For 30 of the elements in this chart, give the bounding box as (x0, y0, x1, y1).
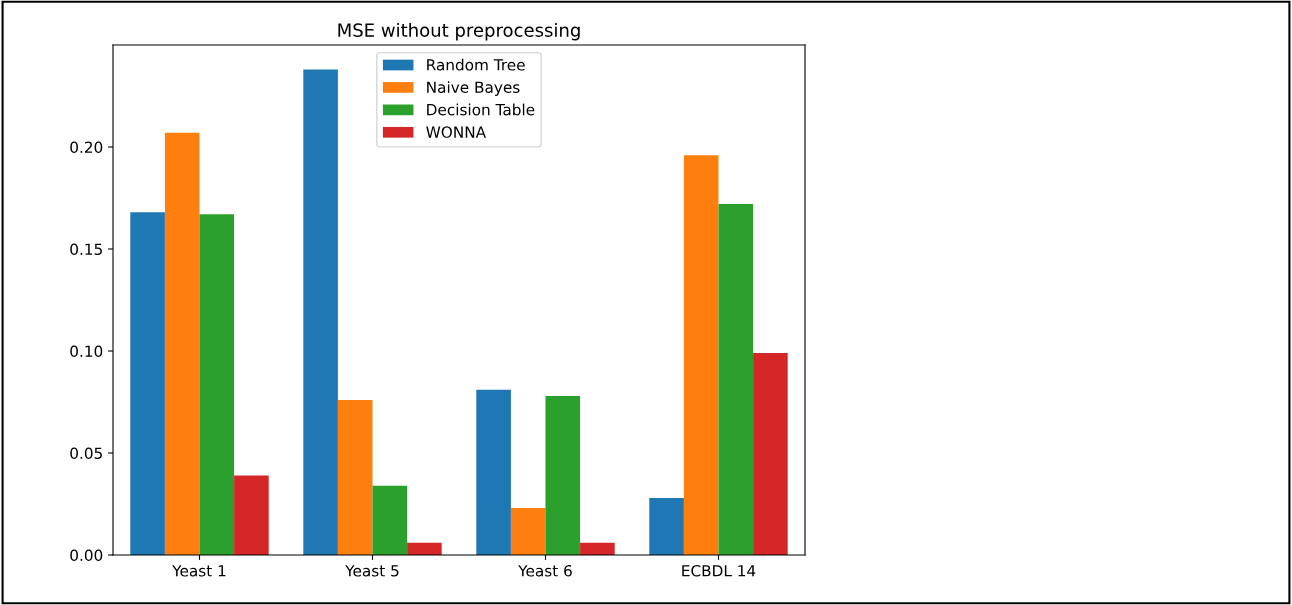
bar (580, 542, 615, 555)
chart-title: MSE without preprocessing (338, 22, 580, 41)
y-tick-label: 0.10 (70, 345, 103, 358)
bar (407, 542, 442, 555)
y-tick-label: 0.05 (70, 447, 102, 460)
bar (683, 155, 719, 555)
legend-label: Random Tree (427, 58, 525, 71)
legend-label: WONNA (426, 126, 486, 138)
x-tick-label: Yeast 1 (172, 565, 226, 577)
bar (130, 212, 165, 555)
bar (476, 389, 511, 555)
bar (303, 69, 338, 555)
y-tick-label: 0.00 (70, 549, 103, 562)
bar (718, 204, 754, 555)
legend-label: Naive Bayes (427, 81, 520, 96)
bar (199, 214, 235, 555)
y-tick-label: 0.20 (70, 141, 103, 154)
bar (649, 497, 684, 555)
bar (337, 399, 373, 555)
bar (234, 475, 269, 555)
bar (372, 485, 408, 555)
bar (510, 508, 546, 555)
y-tick-label: 0.15 (70, 243, 102, 256)
legend-label: Decision Table (427, 103, 535, 116)
bar (545, 395, 581, 555)
bar (164, 132, 200, 555)
bar (753, 353, 788, 555)
x-tick-label: ECBDL 14 (682, 564, 756, 577)
x-tick-label: Yeast 6 (518, 564, 572, 577)
x-tick-label: Yeast 5 (345, 565, 399, 577)
